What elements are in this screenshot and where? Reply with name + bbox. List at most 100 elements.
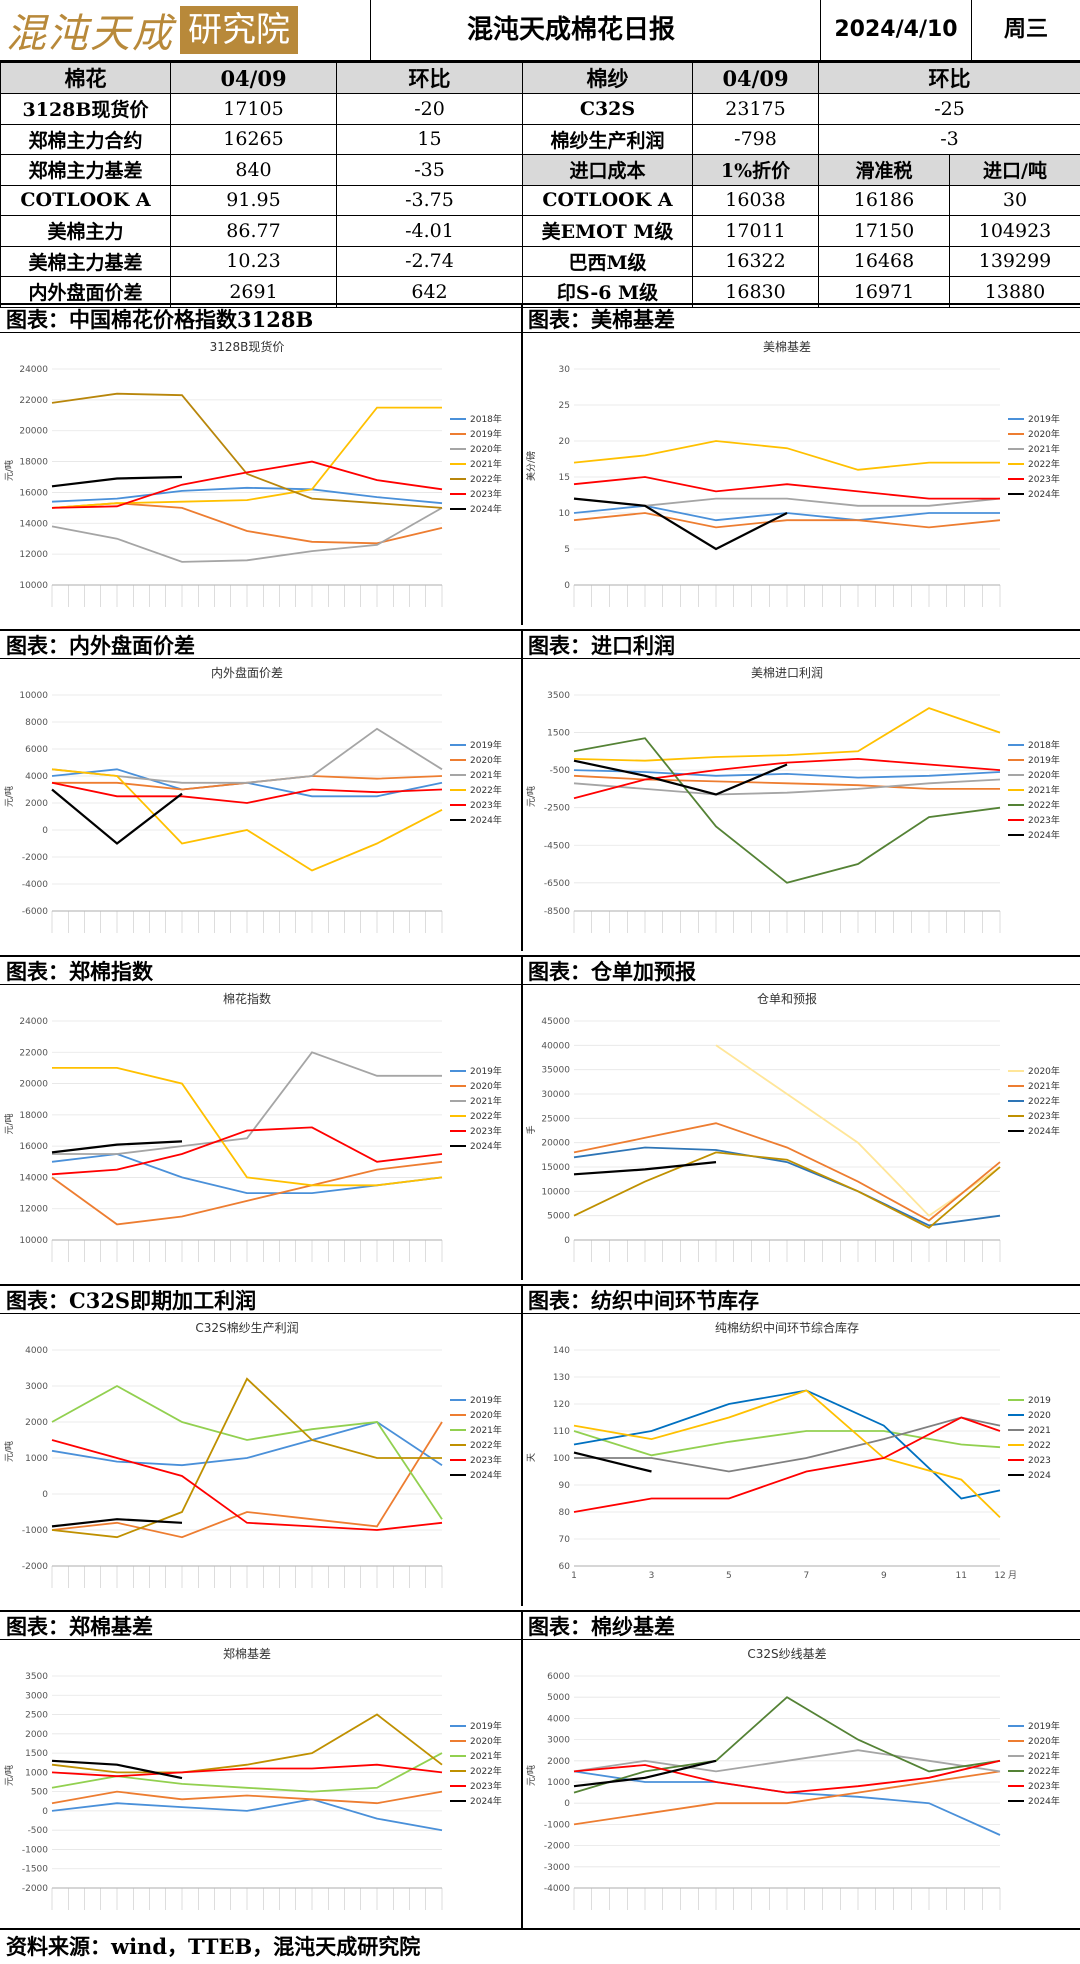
column-divider	[521, 1610, 523, 1928]
table-row: 棉纱生产利润-798-3	[523, 124, 1080, 155]
section-title: 图表：进口利润	[522, 629, 1080, 659]
column-divider	[521, 629, 523, 951]
y-tick-label: -2000	[22, 1562, 48, 1572]
x-tick-label: 9	[881, 1571, 887, 1581]
legend-label: 2024年	[470, 814, 502, 826]
chart-5: 仓单和预报手0500010000150002000025000300003500…	[522, 987, 1080, 1280]
table-cell: 17105	[171, 94, 337, 125]
row-label: 郑棉主力合约	[1, 124, 171, 155]
chart-title: 3128B现货价	[210, 339, 285, 354]
table-header-cell: 环比	[337, 63, 523, 94]
y-tick-label: 80	[559, 1508, 571, 1518]
table-header-cell: 滑准税	[819, 155, 950, 186]
table-cell: 23175	[693, 94, 819, 125]
y-tick-label: 18000	[19, 1111, 48, 1121]
series-line	[574, 1152, 1000, 1227]
chart-4: 棉花指数元/吨100001200014000160001800020000220…	[0, 987, 522, 1280]
y-tick-label: 22000	[19, 396, 48, 406]
y-tick-label: 4000	[547, 1714, 570, 1724]
legend-label: 2022	[1028, 1441, 1051, 1451]
legend-label: 2020年	[470, 1735, 502, 1747]
series-line	[574, 1453, 652, 1472]
legend-label: 2024年	[470, 503, 502, 515]
row-label: 郑棉主力基差	[1, 155, 171, 186]
series-line	[574, 1431, 1000, 1455]
section-title: 图表：仓单加预报	[522, 955, 1080, 985]
logo-sub-text: 研究院	[180, 6, 298, 54]
row-label: 巴西M级	[523, 246, 693, 277]
legend-label: 2023年	[470, 1780, 502, 1792]
table-cell: -25	[819, 94, 1080, 125]
chart-2: 内外盘面价差元/吨-6000-4000-20000200040006000800…	[0, 661, 522, 951]
series-line	[574, 1761, 1000, 1793]
column-divider	[521, 1284, 523, 1606]
series-line	[52, 1799, 442, 1830]
legend-label: 2022年	[470, 473, 502, 485]
legend-label: 2021	[1028, 1426, 1051, 1436]
chart-title: 内外盘面价差	[211, 665, 283, 680]
table-cell: 104923	[950, 216, 1080, 247]
y-axis-label: 元/吨	[3, 1441, 15, 1462]
y-tick-label: -8500	[544, 907, 570, 917]
y-tick-label: 10000	[19, 1236, 48, 1246]
table-cell: 86.77	[171, 216, 337, 247]
legend-label: 2020年	[470, 1080, 502, 1092]
table-cell: 10.23	[171, 246, 337, 277]
section-title: 图表：美棉基差	[522, 303, 1080, 333]
series-line	[52, 408, 442, 508]
chart-title: 美棉进口利润	[751, 666, 823, 680]
y-tick-label: -3000	[544, 1863, 570, 1873]
y-tick-label: 40000	[541, 1041, 570, 1051]
y-tick-label: 22000	[19, 1048, 48, 1058]
legend-label: 2022年	[1028, 1095, 1060, 1107]
y-axis-label: 天	[527, 1453, 537, 1462]
series-line	[52, 394, 442, 508]
y-tick-label: 120	[553, 1400, 570, 1410]
y-tick-label: 70	[559, 1535, 571, 1545]
legend-label: 2024年	[1028, 488, 1060, 500]
y-tick-label: 18000	[19, 458, 48, 468]
chart-title: C32S纱线基差	[747, 1647, 826, 1661]
legend-label: 2021年	[1028, 1080, 1060, 1092]
series-line	[52, 769, 442, 870]
series-line	[574, 477, 1000, 499]
table-cell: 16186	[819, 185, 950, 216]
legend-label: 2021年	[470, 1424, 502, 1436]
y-tick-label: -500	[550, 766, 571, 776]
y-tick-label: 2000	[547, 1757, 570, 1767]
y-tick-label: 12000	[19, 550, 48, 560]
report-date: 2024/4/10	[820, 0, 971, 60]
y-tick-label: -6000	[22, 907, 48, 917]
logo-main-text: 混沌天成	[6, 1, 174, 59]
y-tick-label: 12000	[19, 1205, 48, 1215]
legend-label: 2022年	[470, 1439, 502, 1451]
y-tick-label: 45000	[541, 1017, 570, 1027]
series-line	[574, 1391, 1000, 1499]
y-tick-label: 3500	[547, 691, 570, 701]
chart-0: 3128B现货价元/吨10000120001400016000180002000…	[0, 335, 522, 625]
legend-label: 2019年	[470, 428, 502, 440]
series-line	[574, 1123, 1000, 1220]
legend-label: 2023年	[1028, 1110, 1060, 1122]
x-tick-label: 7	[803, 1571, 809, 1581]
legend-label: 2022年	[1028, 458, 1060, 470]
y-tick-label: 0	[564, 1236, 570, 1246]
legend-label: 2019年	[470, 1394, 502, 1406]
table-cell: -3.75	[337, 185, 523, 216]
y-tick-label: 24000	[19, 1017, 48, 1027]
y-tick-label: 1000	[25, 1768, 48, 1778]
y-tick-label: 15000	[541, 1163, 570, 1173]
legend-label: 2018年	[1028, 739, 1060, 751]
y-tick-label: 2000	[25, 1730, 48, 1740]
series-line	[574, 1418, 1000, 1513]
y-tick-label: 0	[564, 581, 570, 591]
table-cell: 91.95	[171, 185, 337, 216]
legend-label: 2019年	[1028, 754, 1060, 766]
table-cell: -20	[337, 94, 523, 125]
series-line	[52, 1068, 442, 1185]
series-line	[574, 441, 1000, 470]
